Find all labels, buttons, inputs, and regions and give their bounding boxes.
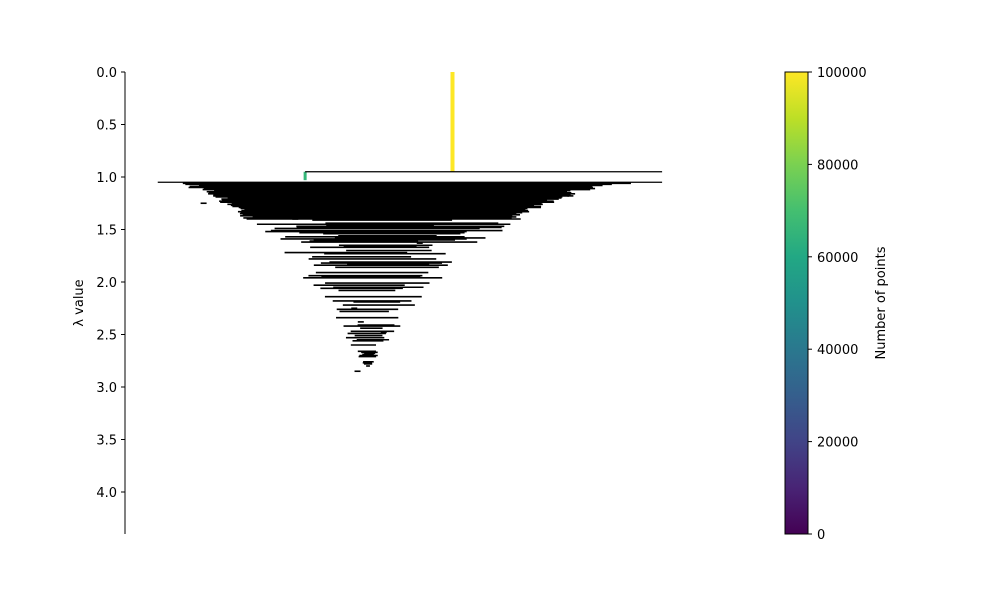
colorbar-label: Number of points (874, 246, 889, 359)
y-tick-label: 0.0 (96, 66, 117, 81)
y-tick-label: 3.0 (96, 381, 117, 396)
plot-area (157, 72, 663, 373)
y-tick-label: 1.0 (96, 171, 117, 186)
colorbar-tick-label: 0 (817, 528, 825, 543)
y-axis-ticks: 0.0 0.5 1.0 1.5 2.0 2.5 3.0 3.5 4.0 (96, 66, 125, 501)
y-tick-label: 2.0 (96, 276, 117, 291)
colorbar-tick-label: 60000 (817, 251, 858, 266)
colorbar-tick-label: 40000 (817, 343, 858, 358)
colorbar (784, 71, 809, 535)
y-axis-label: λ value (72, 279, 87, 326)
colorbar-tick-label: 80000 (817, 158, 858, 173)
y-tick-label: 2.5 (96, 329, 117, 344)
y-tick-label: 3.5 (96, 434, 117, 449)
secondary-branch (303, 171, 307, 181)
y-tick-label: 4.0 (96, 486, 117, 501)
y-tick-label: 0.5 (96, 119, 117, 134)
colorbar-ticks: 0 20000 40000 60000 80000 100000 (808, 66, 867, 543)
colorbar-tick-label: 100000 (817, 66, 867, 81)
root-branch (450, 72, 455, 172)
colorbar-tick-label: 20000 (817, 436, 858, 451)
y-tick-label: 1.5 (96, 224, 117, 239)
